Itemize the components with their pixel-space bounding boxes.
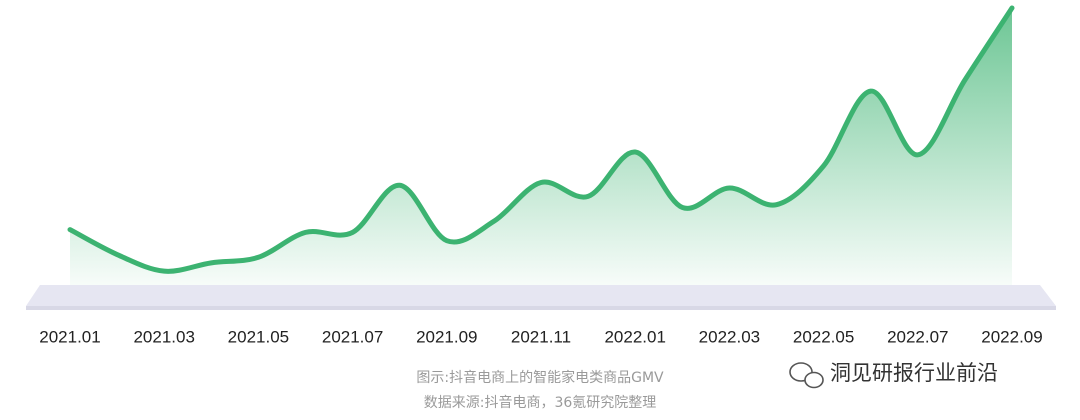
x-tick-label: 2022.01 [604,327,665,346]
x-tick-label: 2022.07 [887,327,948,346]
platform [26,285,1056,306]
line [67,5,1015,274]
x-tick-label: 2021.03 [133,327,194,346]
platform-edge [26,306,1056,310]
watermark: 洞见研报行业前沿 [830,361,998,385]
x-tick-label: 2022.09 [981,327,1042,346]
caption: 图示:抖音电商上的智能家电类商品GMV [416,369,664,386]
x-tick-label: 2021.11 [511,327,571,346]
x-tick-label: 2022.03 [699,327,760,346]
x-tick-label: 2021.07 [322,327,383,346]
plot [67,5,1015,285]
x-tick-label: 2022.05 [793,327,854,346]
x-tick-label: 2021.01 [39,327,100,346]
source: 数据来源:抖音电商，36氪研究院整理 [424,394,657,411]
x-tick-label: 2021.05 [228,327,289,346]
area-fill [70,8,1012,285]
x-tick-label: 2021.09 [416,327,477,346]
wechat-icon [789,362,824,389]
